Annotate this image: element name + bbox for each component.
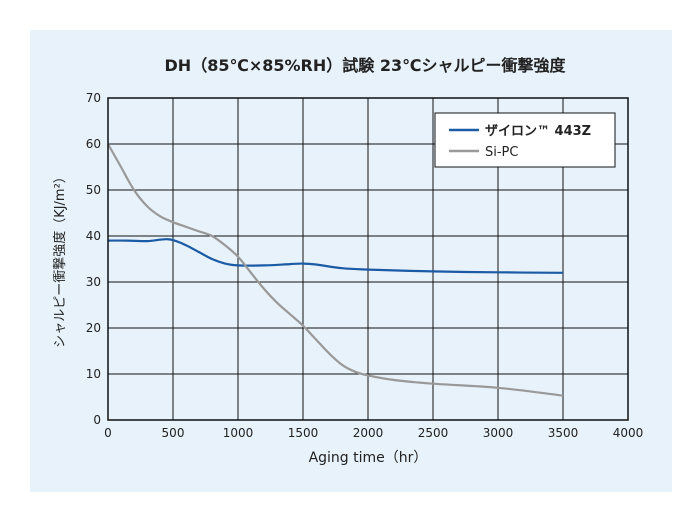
chart-title: DH（85℃×85%RH）試験 23℃シャルピー衝撃強度 xyxy=(165,56,567,75)
x-tick-label: 0 xyxy=(104,426,112,440)
y-axis-label: シャルピー衝撃強度（KJ/m²） xyxy=(52,170,68,348)
legend: ザイロン™ 443Z Si-PC xyxy=(434,112,616,168)
y-tick-label: 20 xyxy=(86,321,101,335)
y-tick-label: 40 xyxy=(86,229,101,243)
series-line-2 xyxy=(107,143,564,397)
series-line-1 xyxy=(107,238,564,274)
y-tick-label: 30 xyxy=(86,275,101,289)
x-axis-label: Aging time（hr） xyxy=(309,450,428,466)
legend-label: Si-PC xyxy=(485,145,518,160)
y-tick-label: 50 xyxy=(86,183,101,197)
legend-box xyxy=(434,112,616,168)
x-tick-label: 2000 xyxy=(353,426,384,440)
x-tick-label: 500 xyxy=(162,426,185,440)
chart-panel: DH（85℃×85%RH）試験 23℃シャルピー衝撃強度 0 500 1000 150… xyxy=(30,30,672,492)
x-tick-label: 3000 xyxy=(483,426,514,440)
y-tick-label: 60 xyxy=(86,137,101,151)
y-tick-label: 10 xyxy=(86,367,101,381)
y-tick-label: 0 xyxy=(93,413,101,427)
x-tick-label: 4000 xyxy=(613,426,644,440)
series-lines xyxy=(107,143,564,397)
x-tick-label: 1000 xyxy=(223,426,254,440)
x-tick-label: 1500 xyxy=(288,426,319,440)
x-tick-label: 2500 xyxy=(418,426,449,440)
y-tick-label: 70 xyxy=(86,91,101,105)
x-tick-label: 3500 xyxy=(548,426,579,440)
legend-label: ザイロン™ 443Z xyxy=(485,124,591,139)
axis-ticks: 0 500 1000 1500 2000 2500 3000 3500 4000 0 10 20 30 4… xyxy=(86,91,644,440)
charpy-impact-chart: DH（85℃×85%RH）試験 23℃シャルピー衝撃強度 0 500 1000 150… xyxy=(52,56,644,466)
plot-frame xyxy=(107,97,629,421)
